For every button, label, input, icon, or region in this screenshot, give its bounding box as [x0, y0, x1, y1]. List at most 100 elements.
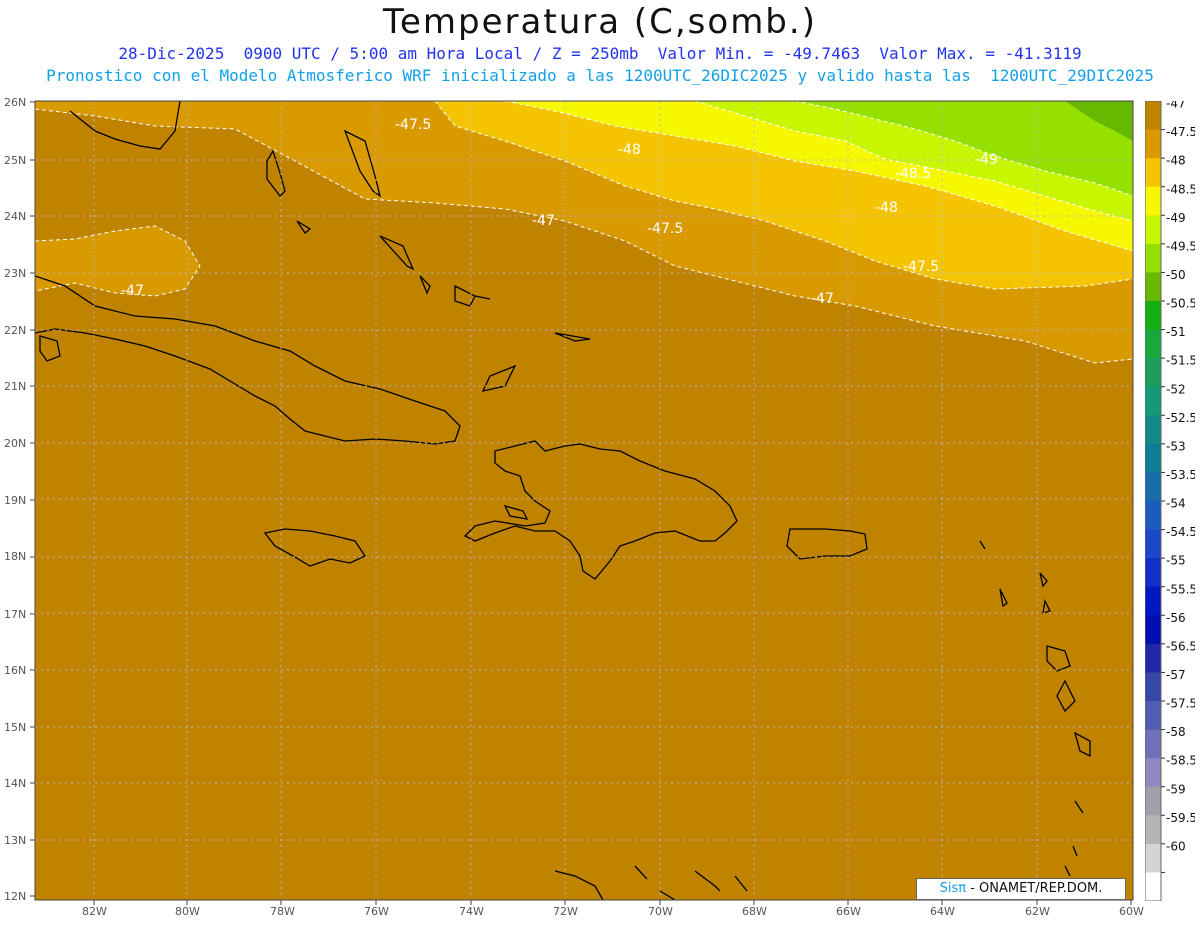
colorbar-label: -59.5: [1166, 811, 1195, 825]
lat-label: 15N: [4, 721, 26, 734]
subtitle-model-info: Pronostico con el Modelo Atmosferico WRF…: [46, 66, 1154, 85]
colorbar: -47 -47.5 -48 -48.5 -49 -49.5 -50 -50.5 -51 -51.5…: [1145, 101, 1195, 901]
colorbar-swatch: [1145, 815, 1161, 845]
colorbar-swatch: [1145, 186, 1161, 216]
lat-label: 19N: [4, 494, 26, 507]
lon-label: 78W: [270, 905, 295, 918]
contour-label: -47.5: [647, 221, 683, 237]
colorbar-label: -56.5: [1166, 639, 1195, 653]
colorbar-swatch: [1145, 872, 1161, 901]
colorbar-swatch: [1145, 129, 1161, 159]
lat-label: 12N: [4, 890, 26, 903]
colorbar-swatch: [1145, 758, 1161, 788]
colorbar-label: -58.5: [1166, 754, 1195, 768]
credit-brand: Sisπ: [939, 881, 967, 896]
colorbar-swatch: [1145, 672, 1161, 702]
chart-title: Temperatura (C,somb.): [383, 2, 817, 42]
lat-label: 22N: [4, 324, 26, 337]
colorbar-label: -54.5: [1166, 525, 1195, 539]
contour-label: -48: [875, 200, 898, 216]
colorbar-label: -47.5: [1166, 125, 1195, 139]
colorbar-label: -57.5: [1166, 697, 1195, 711]
contour-label: -47.5: [395, 117, 431, 133]
colorbar-swatch: [1145, 472, 1161, 502]
lat-label: 13N: [4, 834, 26, 847]
colorbar-label: -49: [1166, 211, 1186, 225]
contour-label: -47: [121, 283, 144, 299]
colorbar-label: -53.5: [1166, 468, 1195, 482]
lon-label: 66W: [836, 905, 861, 918]
colorbar-swatch: [1145, 729, 1161, 759]
colorbar-swatch: [1145, 415, 1161, 445]
colorbar-swatch: [1145, 358, 1161, 388]
colorbar-label: -56: [1166, 611, 1186, 625]
colorbar-label: -59: [1166, 782, 1186, 796]
lat-label: 25N: [4, 154, 26, 167]
colorbar-swatch: [1145, 529, 1161, 559]
lat-label: 24N: [4, 210, 26, 223]
colorbar-label: -60: [1166, 839, 1186, 853]
colorbar-swatch: [1145, 272, 1161, 302]
colorbar-swatch: [1145, 301, 1161, 331]
lon-label: 76W: [364, 905, 389, 918]
colorbar-swatch: [1145, 501, 1161, 531]
colorbar-label: -52.5: [1166, 411, 1195, 425]
colorbar-label: -47: [1166, 101, 1186, 111]
colorbar-label: -52: [1166, 382, 1186, 396]
lon-label: 62W: [1025, 905, 1050, 918]
lat-label: 21N: [4, 380, 26, 393]
lat-label: 23N: [4, 267, 26, 280]
colorbar-swatch: [1145, 643, 1161, 673]
colorbar-label: -54: [1166, 497, 1186, 511]
lat-label: 16N: [4, 664, 26, 677]
colorbar-swatch: [1145, 443, 1161, 473]
colorbar-swatch: [1145, 243, 1161, 273]
lat-tick-labels: 26N 25N 24N 23N 22N 21N 20N 19N 18N 17N …: [4, 96, 26, 903]
lon-label: 70W: [648, 905, 673, 918]
lon-label: 80W: [175, 905, 200, 918]
colorbar-label: -57: [1166, 668, 1186, 682]
contour-label: -47: [811, 291, 834, 307]
lon-label: 68W: [742, 905, 767, 918]
subtitle-valid-time: 28-Dic-2025 0900 UTC / 5:00 am Hora Loca…: [118, 44, 1082, 63]
temperature-map: -47.5 -48 -48.5 -48 -49 -47 -47.5 -47.5 …: [35, 101, 1133, 900]
contour-label: -47: [532, 213, 555, 229]
lon-label: 60W: [1119, 905, 1144, 918]
colorbar-label: -53: [1166, 439, 1186, 453]
colorbar-swatch: [1145, 558, 1161, 588]
colorbar-swatch: [1145, 701, 1161, 731]
lat-label: 18N: [4, 550, 26, 563]
colorbar-swatch: [1145, 586, 1161, 616]
colorbar-label: -55: [1166, 554, 1186, 568]
lat-label: 17N: [4, 608, 26, 621]
credit-box: Sisπ - ONAMET/REP.DOM.: [916, 878, 1126, 900]
colorbar-label: -58: [1166, 725, 1186, 739]
lon-label: 74W: [459, 905, 484, 918]
lon-label: 72W: [553, 905, 578, 918]
colorbar-label: -55.5: [1166, 582, 1195, 596]
lat-label: 26N: [4, 96, 26, 109]
lon-label: 82W: [82, 905, 107, 918]
colorbar-swatch: [1145, 158, 1161, 188]
colorbar-label: -48.5: [1166, 182, 1195, 196]
colorbar-swatch: [1145, 329, 1161, 359]
lat-label: 14N: [4, 777, 26, 790]
colorbar-swatch: [1145, 615, 1161, 645]
colorbar-swatch: [1145, 786, 1161, 816]
colorbar-swatch: [1145, 386, 1161, 416]
credit-text: - ONAMET/REP.DOM.: [970, 881, 1103, 896]
lon-label: 64W: [930, 905, 955, 918]
colorbar-label: -50: [1166, 268, 1186, 282]
colorbar-label: -49.5: [1166, 239, 1195, 253]
colorbar-swatch: [1145, 843, 1161, 873]
contour-label: -48: [618, 142, 641, 158]
lon-tick-labels: 82W 80W 78W 76W 74W 72W 70W 68W 66W 64W …: [82, 905, 1144, 918]
contour-label: -48.5: [895, 166, 931, 182]
contour-label: -47.5: [903, 259, 939, 275]
colorbar-label: -51: [1166, 325, 1186, 339]
colorbar-label: -50.5: [1166, 297, 1195, 311]
colorbar-swatch: [1145, 215, 1161, 245]
lat-label: 20N: [4, 437, 26, 450]
contour-label: -49: [975, 152, 998, 168]
lon-tick-marks: [93, 900, 1132, 905]
